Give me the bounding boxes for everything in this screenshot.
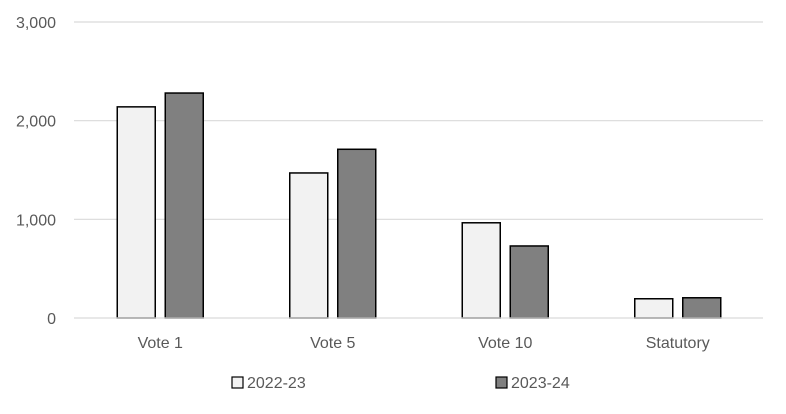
bar-2022-23-vote-5 xyxy=(289,172,329,319)
x-axis: Vote 1 Vote 5 Vote 10 Statutory xyxy=(74,317,763,352)
bar-2023-24-vote-1 xyxy=(164,92,204,319)
legend-swatch-2022-23 xyxy=(231,376,244,389)
legend: 2022-23 2023-24 xyxy=(231,375,570,392)
bar-2022-23-statutory xyxy=(634,298,674,319)
y-tick-label: 0 xyxy=(47,311,56,328)
bar-2022-23-vote-10 xyxy=(461,222,501,319)
x-category-label: Vote 10 xyxy=(478,335,532,352)
y-tick-label: 2,000 xyxy=(16,114,56,131)
bar-2022-23-vote-1 xyxy=(116,106,156,319)
y-tick-label: 3,000 xyxy=(16,15,56,32)
y-tick-label: 1,000 xyxy=(16,212,56,229)
x-category-label: Vote 1 xyxy=(138,335,183,352)
bar-2023-24-vote-10 xyxy=(509,245,549,319)
bar-2023-24-statutory xyxy=(682,297,722,319)
legend-label-2022-23: 2022-23 xyxy=(247,375,306,392)
legend-label-2023-24: 2023-24 xyxy=(511,375,570,392)
bars xyxy=(116,92,722,319)
x-category-label: Vote 5 xyxy=(310,335,355,352)
bar-2023-24-vote-5 xyxy=(337,148,377,319)
x-category-label: Statutory xyxy=(646,335,710,352)
legend-swatch-2023-24 xyxy=(495,376,508,389)
y-axis: 0 1,000 2,000 3,000 xyxy=(16,15,56,328)
